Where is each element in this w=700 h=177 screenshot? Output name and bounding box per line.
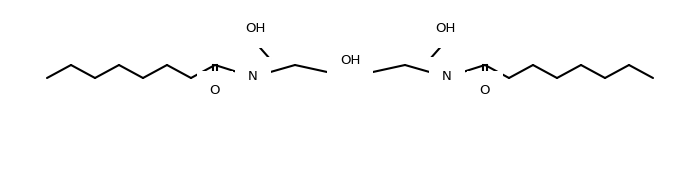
Text: N: N bbox=[442, 70, 452, 84]
Text: O: O bbox=[210, 84, 220, 98]
Text: OH: OH bbox=[435, 21, 455, 35]
Text: OH: OH bbox=[245, 21, 265, 35]
Text: O: O bbox=[480, 84, 490, 98]
Text: N: N bbox=[248, 70, 258, 84]
Text: OH: OH bbox=[340, 55, 360, 67]
